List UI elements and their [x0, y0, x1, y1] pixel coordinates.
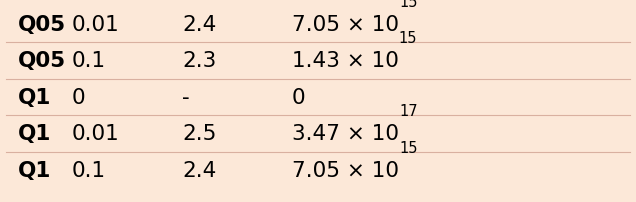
Text: 0.01: 0.01 — [72, 15, 120, 35]
Text: 17: 17 — [399, 104, 418, 119]
Text: -: - — [182, 87, 190, 107]
Text: 7.05 × 10: 7.05 × 10 — [292, 15, 399, 35]
Text: 2.5: 2.5 — [182, 124, 216, 144]
Text: Q05: Q05 — [18, 51, 66, 71]
Text: 0: 0 — [292, 87, 306, 107]
Text: 0.1: 0.1 — [72, 51, 106, 71]
Text: 15: 15 — [399, 31, 417, 46]
Text: 7.05 × 10: 7.05 × 10 — [292, 160, 399, 180]
Text: 15: 15 — [399, 0, 417, 10]
Text: 15: 15 — [399, 140, 417, 155]
Text: Q1: Q1 — [18, 87, 52, 107]
Text: 0: 0 — [72, 87, 86, 107]
Text: Q1: Q1 — [18, 124, 52, 144]
Text: 0.1: 0.1 — [72, 160, 106, 180]
Text: 2.3: 2.3 — [182, 51, 216, 71]
Text: Q1: Q1 — [18, 160, 52, 180]
Text: Q05: Q05 — [18, 15, 66, 35]
Text: 2.4: 2.4 — [182, 15, 216, 35]
Text: 3.47 × 10: 3.47 × 10 — [292, 124, 399, 144]
Text: 1.43 × 10: 1.43 × 10 — [292, 51, 399, 71]
Text: 2.4: 2.4 — [182, 160, 216, 180]
Text: 0.01: 0.01 — [72, 124, 120, 144]
